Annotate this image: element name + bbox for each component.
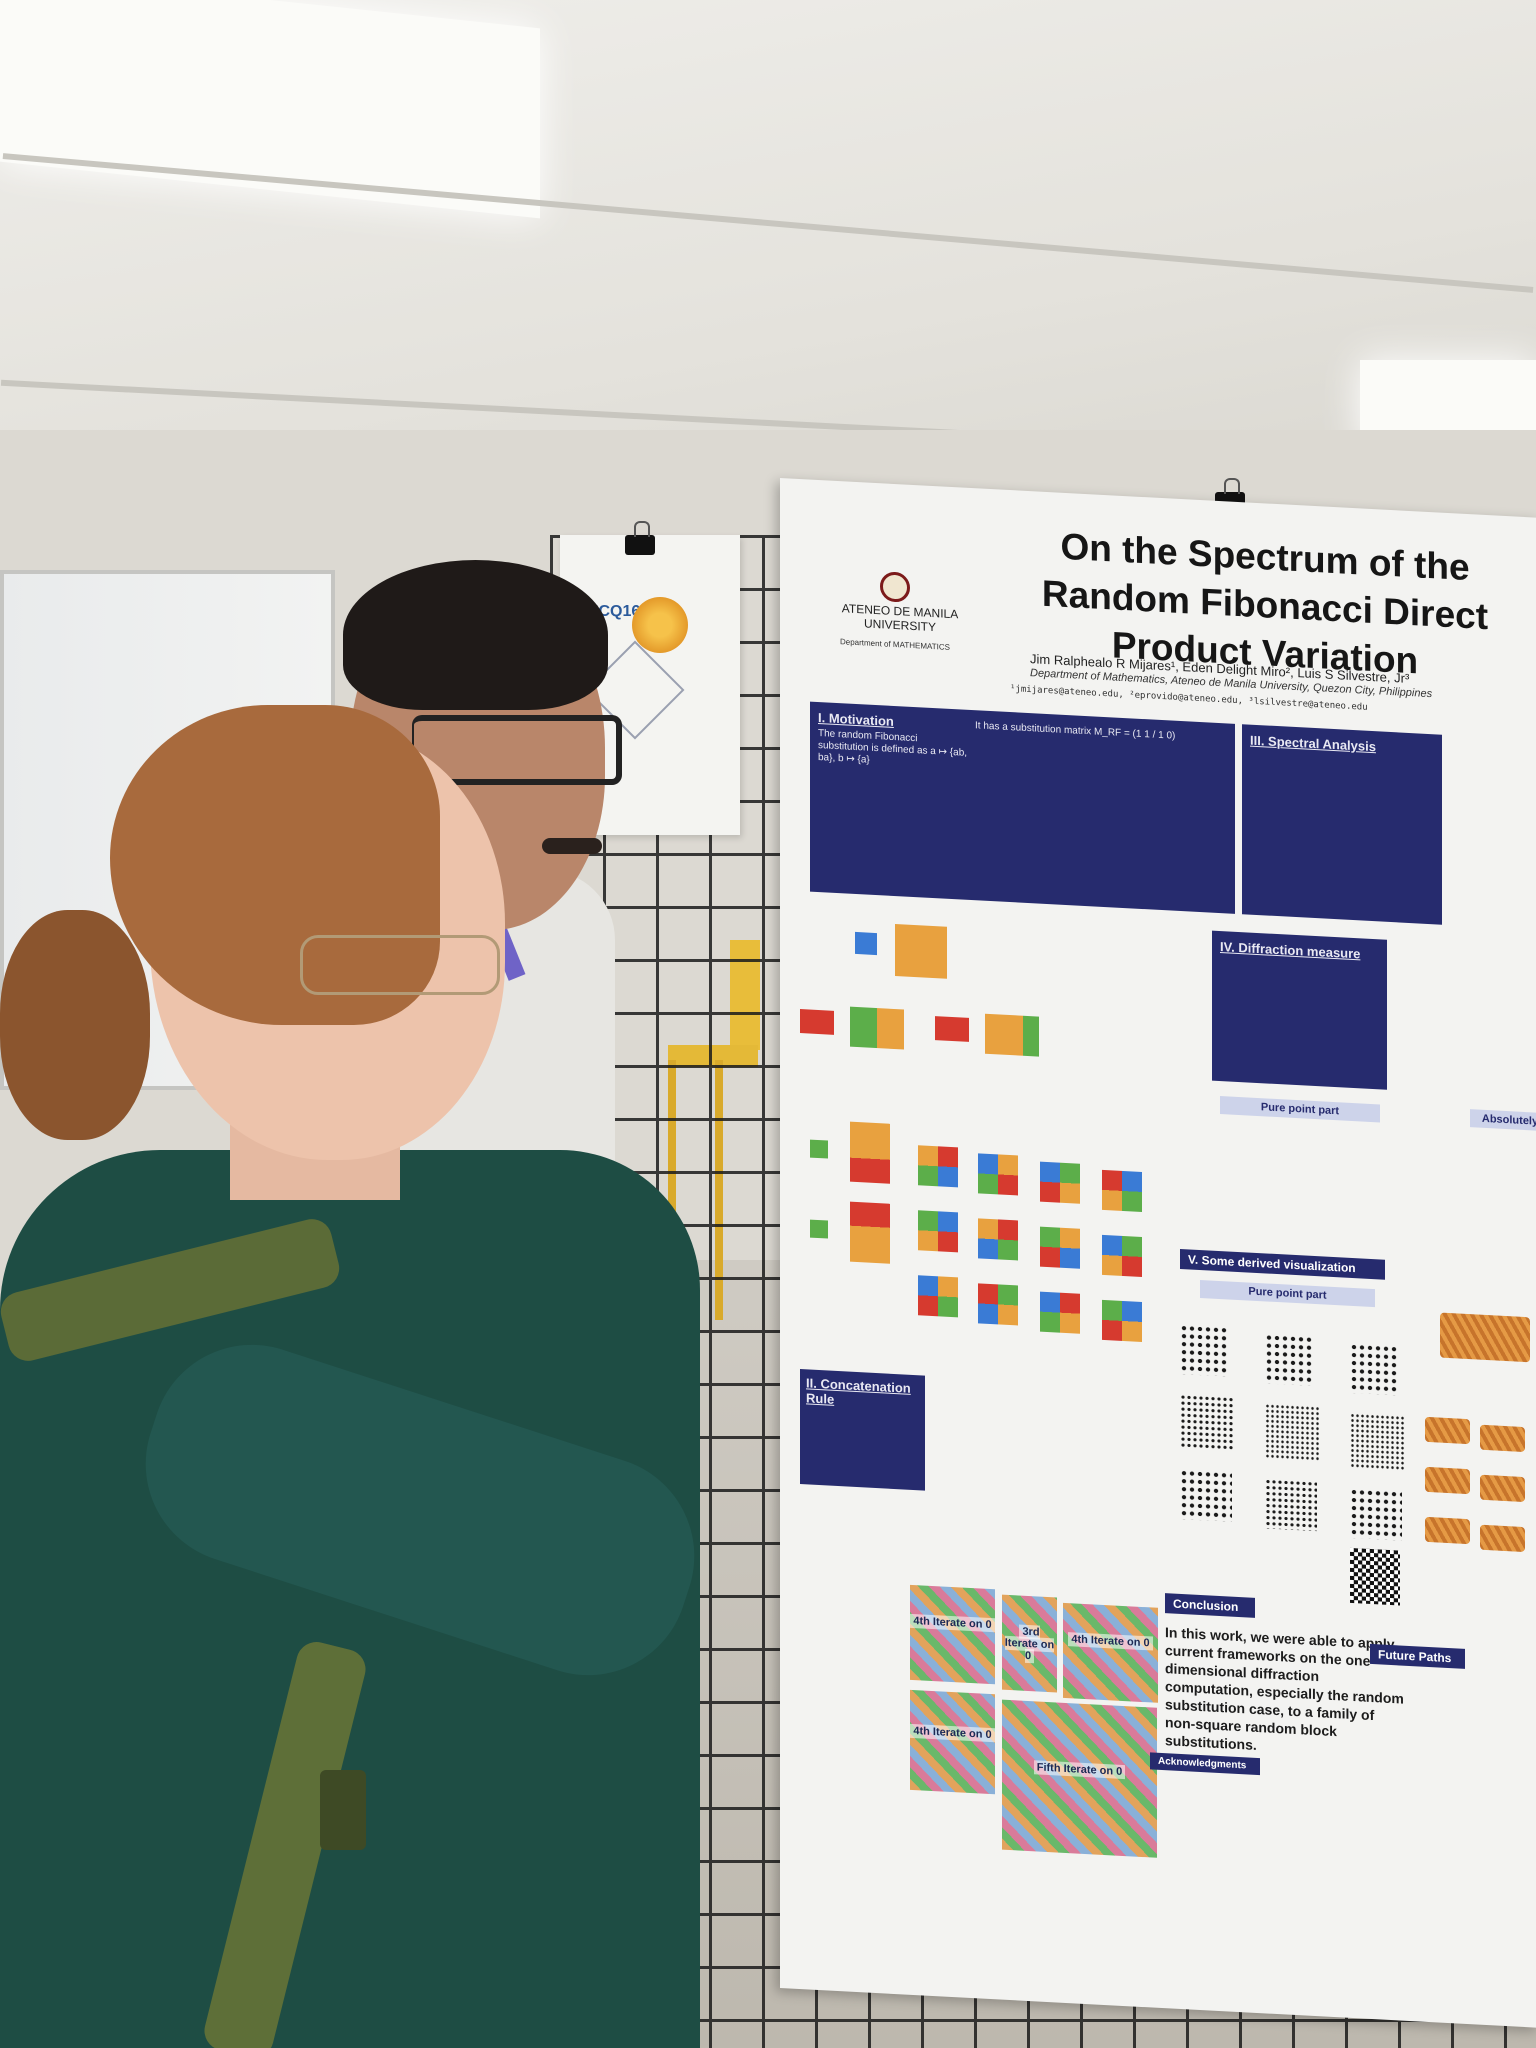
prototile-green-orange	[850, 1006, 904, 1050]
spectral-analysis-block: III. Spectral Analysis	[1242, 724, 1442, 925]
tile-possibility	[1040, 1226, 1080, 1269]
qr-code	[1350, 1547, 1400, 1606]
man-mustache	[542, 838, 602, 854]
tile-possibility	[1040, 1291, 1080, 1334]
surface-plot	[1425, 1466, 1470, 1495]
conclusion-heading: Conclusion	[1165, 1593, 1255, 1618]
tile-possibility	[1102, 1234, 1142, 1277]
acknowledgments-heading: Acknowledgments	[1150, 1752, 1260, 1776]
prototile-red	[935, 1016, 969, 1042]
diffraction-pattern	[1265, 1333, 1313, 1386]
diffraction-pattern	[1350, 1342, 1398, 1396]
binder-clip	[625, 521, 655, 555]
diffraction-pattern	[1180, 1393, 1235, 1452]
department-logo: Department of MATHEMATICS	[840, 637, 950, 652]
prototile-green	[810, 1139, 828, 1159]
diffraction-pattern	[1350, 1412, 1405, 1471]
conference-name: ICQ16	[594, 603, 641, 620]
surface-plot	[1440, 1312, 1530, 1363]
tile-possibility	[978, 1283, 1018, 1326]
conclusion-text: In this work, we were able to apply curr…	[1165, 1624, 1404, 1753]
iterate-figure: 3rd Iterate on 0	[1002, 1594, 1057, 1693]
surface-plot	[1425, 1516, 1470, 1545]
iterate-figure: Fifth Iterate on 0	[1002, 1699, 1157, 1858]
spectral-heading: III. Spectral Analysis	[1250, 732, 1376, 755]
diffraction-pattern	[1180, 1468, 1232, 1522]
concatenation-block: II. Concatenation Rule	[800, 1369, 925, 1491]
pure-point-heading: Pure point part	[1220, 1096, 1380, 1123]
tile-possibility	[918, 1210, 958, 1253]
diffraction-heading: IV. Diffraction measure	[1220, 939, 1361, 962]
tile-possibility	[1040, 1161, 1080, 1204]
prototile-stack	[850, 1201, 890, 1264]
tile-possibility	[918, 1275, 958, 1318]
diffraction-block: IV. Diffraction measure	[1212, 930, 1387, 1090]
absolutely-heading: Absolutely	[1470, 1109, 1536, 1132]
tile-possibility	[978, 1153, 1018, 1196]
iterate-figure: 4th Iterate on 0	[1063, 1602, 1158, 1703]
surface-plot	[1480, 1474, 1525, 1503]
woman-hair	[110, 705, 440, 1025]
woman-hair-bun	[0, 910, 150, 1140]
research-poster: ATENEO DE MANILA UNIVERSITY Department o…	[780, 478, 1536, 2028]
iterate-figure: 4th Iterate on 0	[910, 1584, 995, 1685]
prototile-green	[810, 1219, 828, 1239]
prototile-red	[800, 1009, 834, 1035]
tile-possibility	[918, 1145, 958, 1188]
motivation-block: I. Motivation The random Fibonacci subst…	[810, 701, 1235, 914]
tile-possibility	[978, 1218, 1018, 1261]
derived-visualization-heading: V. Some derived visualization	[1180, 1248, 1385, 1280]
backpack-buckle	[320, 1770, 366, 1850]
university-seal-icon	[880, 571, 910, 603]
surface-plot	[1480, 1524, 1525, 1553]
prototile-orange-green	[985, 1013, 1039, 1057]
prototile-orange	[895, 924, 947, 979]
diffraction-pattern	[1265, 1478, 1317, 1532]
iterate-figure: 4th Iterate on 0	[910, 1689, 995, 1795]
conference-logo	[632, 597, 688, 653]
motivation-text: The random Fibonacci substitution is def…	[818, 727, 968, 766]
prototile-blue	[855, 931, 877, 956]
surface-plot	[1425, 1416, 1470, 1445]
man-hair	[343, 560, 608, 710]
surface-plot	[1480, 1424, 1525, 1453]
pure-point-heading: Pure point part	[1200, 1280, 1375, 1308]
concatenation-heading: II. Concatenation Rule	[806, 1375, 911, 1407]
university-name: ATENEO DE MANILA UNIVERSITY	[841, 601, 959, 635]
diffraction-pattern	[1265, 1403, 1320, 1462]
tile-possibility	[1102, 1169, 1142, 1212]
woman-glasses	[300, 935, 500, 995]
diffraction-pattern	[1180, 1323, 1228, 1377]
prototile-stack	[850, 1121, 890, 1184]
tile-possibility	[1102, 1299, 1142, 1342]
diffraction-pattern	[1350, 1487, 1402, 1541]
